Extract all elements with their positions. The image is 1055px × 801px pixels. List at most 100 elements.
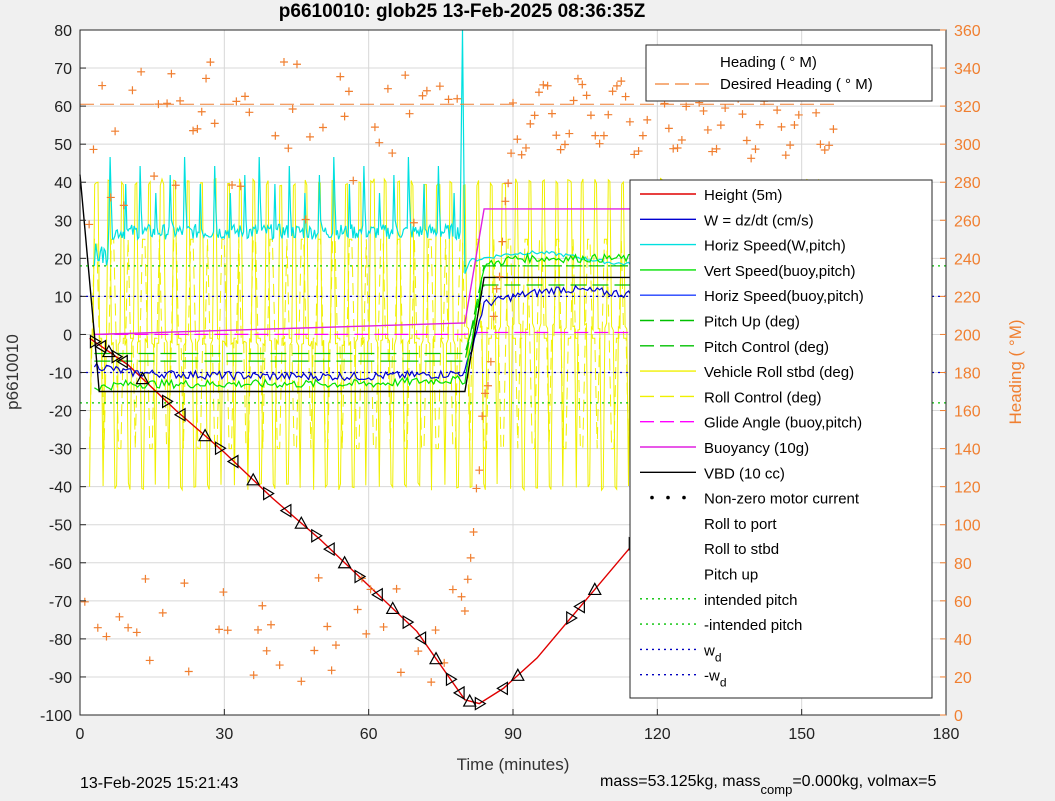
- heading-point: [228, 181, 237, 190]
- heading-point: [638, 131, 647, 140]
- heading-point: [301, 215, 310, 224]
- y-tick-label: -30: [49, 442, 72, 459]
- heading-point: [267, 620, 276, 629]
- heading-point: [751, 145, 760, 154]
- heading-point: [297, 677, 306, 686]
- heading-point: [232, 97, 241, 106]
- legend-label-sub: d: [715, 650, 722, 664]
- y-tick-label: 60: [54, 99, 72, 116]
- pitch-up-marker: [587, 582, 602, 596]
- legend-label: Roll Control (deg): [704, 389, 822, 406]
- heading-point: [245, 108, 254, 117]
- legend-swatch-dot: [650, 495, 654, 500]
- y-right-tick-label: 260: [954, 213, 981, 230]
- heading-point: [513, 135, 522, 144]
- heading-point: [193, 124, 202, 133]
- y-tick-label: 70: [54, 61, 72, 78]
- legend-label: VBD (10 cc): [704, 465, 785, 482]
- roll-to-port-marker: [573, 599, 585, 614]
- heading-point: [158, 608, 167, 617]
- heading-point: [489, 312, 498, 321]
- heading-point: [673, 144, 682, 153]
- heading-point: [820, 146, 829, 155]
- y-tick-label: -60: [49, 556, 72, 573]
- y-right-tick-label: 0: [954, 708, 963, 725]
- pitch-up-marker: [510, 668, 525, 681]
- x-tick-label: 120: [644, 726, 671, 743]
- heading-point: [353, 605, 362, 614]
- y-right-tick-label: 340: [954, 61, 981, 78]
- heading-point: [383, 84, 392, 93]
- heading-point: [310, 646, 319, 655]
- roll-to-port-marker: [173, 407, 186, 422]
- roll-to-port-marker: [116, 354, 128, 369]
- heading-point: [418, 91, 427, 100]
- heading-point: [578, 80, 587, 89]
- heading-point: [507, 149, 516, 158]
- heading-point: [492, 284, 501, 293]
- heading-point: [405, 109, 414, 118]
- heading-point: [254, 625, 263, 634]
- heading-point: [517, 150, 526, 159]
- heading-point: [669, 144, 678, 153]
- x-axis: 0 30 60 90 120 150 180: [76, 709, 959, 743]
- heading-point: [486, 357, 495, 366]
- pitch-up-marker: [198, 428, 213, 442]
- y-right-tick-label: 280: [954, 175, 981, 192]
- legend-label: Non-zero motor current: [704, 491, 860, 508]
- heading-point: [258, 601, 267, 610]
- heading-point: [481, 389, 490, 398]
- pitch-up-marker: [337, 555, 352, 569]
- heading-point: [167, 69, 176, 78]
- heading-legend-box: [645, 44, 933, 102]
- legend-swatch-dot: [682, 495, 686, 500]
- heading-point: [409, 218, 418, 227]
- heading-point: [621, 92, 630, 101]
- footer-timestamp: 13-Feb-2025 15:21:43: [80, 775, 238, 792]
- heading-point: [495, 272, 504, 281]
- y-right-tick-label: 120: [954, 480, 981, 497]
- heading-point: [483, 381, 492, 390]
- y-right-tick-label: 300: [954, 137, 981, 154]
- heading-point: [292, 60, 301, 69]
- heading-point: [431, 626, 440, 635]
- legend-label: Height (5m): [704, 187, 782, 204]
- legend-label: W = dz/dt (cm/s): [704, 212, 814, 229]
- heading-point: [560, 140, 569, 149]
- heading-point: [197, 107, 206, 116]
- heading-point: [388, 149, 397, 158]
- heading-point: [444, 95, 453, 104]
- footer-mass-rest: =0.000kg, volmax=5: [792, 773, 936, 790]
- heading-point: [271, 131, 280, 140]
- heading-point: [327, 666, 336, 675]
- heading-point: [755, 120, 764, 129]
- legend-label: Roll to port: [704, 516, 777, 533]
- heading-point: [498, 237, 507, 246]
- heading-point: [777, 122, 786, 131]
- heading-point: [829, 125, 838, 134]
- heading-point: [137, 67, 146, 76]
- x-tick-label: 0: [76, 726, 85, 743]
- heading-legend-label: Heading ( ° M): [720, 54, 817, 71]
- heading-point: [781, 151, 790, 160]
- heading-point: [236, 182, 245, 191]
- roll-to-port-marker: [496, 681, 508, 696]
- heading-point: [643, 115, 652, 124]
- y-right-tick-label: 360: [954, 23, 981, 40]
- heading-point: [375, 138, 384, 147]
- heading-point: [344, 87, 353, 96]
- heading-point: [604, 110, 613, 119]
- y-tick-label: 40: [54, 175, 72, 192]
- legend-label: Pitch Control (deg): [704, 339, 829, 356]
- pitch-up-marker: [429, 651, 444, 665]
- heading-point: [102, 632, 111, 641]
- y-right-tick-label: 160: [954, 404, 981, 421]
- heading-point: [677, 135, 686, 144]
- heading-point: [573, 74, 582, 83]
- roll-to-port-marker: [323, 542, 335, 557]
- y-right-tick-label: 220: [954, 289, 981, 306]
- y-right-tick-label: 100: [954, 518, 981, 535]
- heading-point: [595, 139, 604, 148]
- heading-point: [747, 154, 756, 163]
